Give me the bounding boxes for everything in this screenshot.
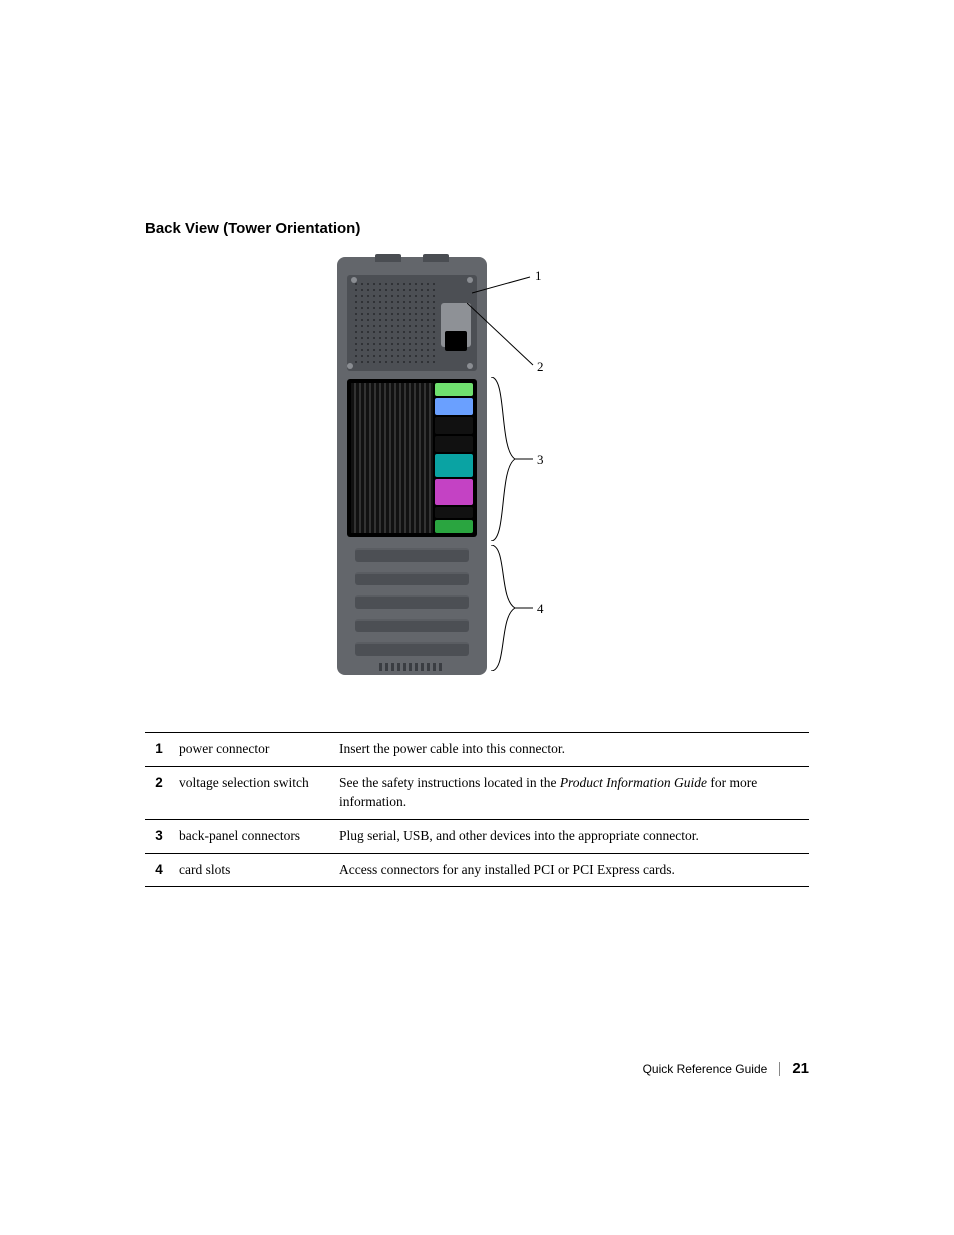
callout-number: 4 bbox=[537, 601, 544, 617]
row-description: Insert the power cable into this connect… bbox=[333, 733, 809, 767]
brace-icon bbox=[489, 377, 539, 541]
row-label: card slots bbox=[173, 853, 333, 887]
power-connector-icon bbox=[445, 331, 467, 351]
io-area bbox=[347, 379, 477, 537]
vent-grille-icon bbox=[351, 383, 433, 533]
card-slot-icon bbox=[355, 572, 469, 586]
io-port-icon bbox=[435, 417, 473, 434]
screw-icon bbox=[347, 363, 353, 369]
card-slot-icon bbox=[355, 595, 469, 609]
reference-table: 1power connectorInsert the power cable i… bbox=[145, 732, 809, 887]
io-port-icon bbox=[435, 479, 473, 505]
io-port-icon bbox=[435, 436, 473, 453]
row-number: 1 bbox=[145, 733, 173, 767]
row-description: Access connectors for any installed PCI … bbox=[333, 853, 809, 887]
io-port-icon bbox=[435, 454, 473, 476]
bottom-vent-icon bbox=[379, 663, 445, 671]
page-number: 21 bbox=[792, 1060, 809, 1077]
callout-number: 3 bbox=[537, 452, 544, 468]
back-panel-connectors-icon bbox=[435, 383, 473, 533]
back-view-diagram: 1 2 3 4 bbox=[205, 257, 809, 687]
psu-area bbox=[347, 275, 477, 371]
tower-chassis bbox=[337, 257, 487, 675]
row-description: See the safety instructions located in t… bbox=[333, 766, 809, 819]
leader-line-icon bbox=[467, 303, 539, 373]
row-label: back-panel connectors bbox=[173, 819, 333, 853]
row-label: voltage selection switch bbox=[173, 766, 333, 819]
table-row: 3back-panel connectorsPlug serial, USB, … bbox=[145, 819, 809, 853]
footer-title: Quick Reference Guide bbox=[643, 1062, 768, 1076]
card-slot-icon bbox=[355, 548, 469, 562]
card-slots-area bbox=[347, 541, 477, 663]
card-slot-icon bbox=[355, 619, 469, 633]
leader-line-icon bbox=[472, 275, 542, 295]
callout-number: 2 bbox=[537, 359, 544, 375]
footer-separator-icon bbox=[779, 1062, 780, 1076]
io-port-icon bbox=[435, 383, 473, 396]
section-title: Back View (Tower Orientation) bbox=[145, 220, 809, 237]
table-row: 4card slotsAccess connectors for any ins… bbox=[145, 853, 809, 887]
io-port-icon bbox=[435, 507, 473, 518]
row-label: power connector bbox=[173, 733, 333, 767]
row-number: 2 bbox=[145, 766, 173, 819]
row-number: 3 bbox=[145, 819, 173, 853]
io-port-icon bbox=[435, 398, 473, 415]
row-number: 4 bbox=[145, 853, 173, 887]
top-clip-icon bbox=[423, 254, 449, 262]
table-row: 1power connectorInsert the power cable i… bbox=[145, 733, 809, 767]
page-footer: Quick Reference Guide 21 bbox=[643, 1060, 809, 1077]
callout-number: 1 bbox=[535, 268, 542, 284]
row-description: Plug serial, USB, and other devices into… bbox=[333, 819, 809, 853]
table-row: 2voltage selection switchSee the safety … bbox=[145, 766, 809, 819]
brace-icon bbox=[489, 545, 539, 671]
top-clip-icon bbox=[375, 254, 401, 262]
screw-icon bbox=[351, 277, 357, 283]
io-port-icon bbox=[435, 520, 473, 533]
card-slot-icon bbox=[355, 642, 469, 656]
psu-vent-icon bbox=[353, 281, 439, 365]
